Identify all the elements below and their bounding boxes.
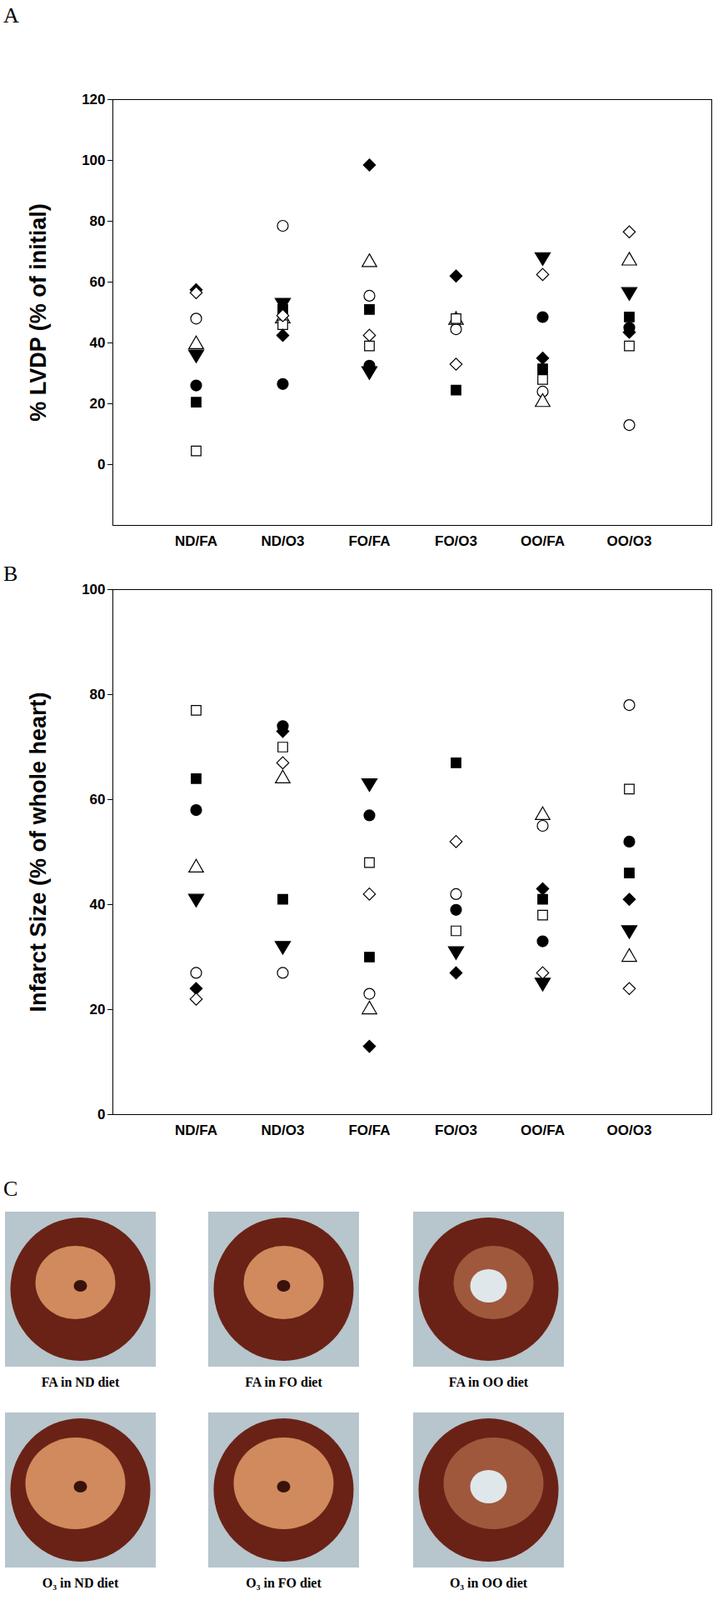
html-text:C: C (3, 1176, 18, 1201)
svg-text:OO/O3: OO/O3 (607, 533, 653, 549)
svg-text:20: 20 (89, 395, 106, 412)
html-text:A: A (3, 3, 19, 28)
svg-text:O₃ in OO diet: O₃ in OO diet (449, 1575, 529, 1590)
svg-text:100: 100 (81, 581, 105, 598)
svg-text:FO/O3: FO/O3 (434, 533, 478, 549)
svg-text:120: 120 (81, 91, 105, 108)
svg-text:FA in FO diet: FA in FO diet (244, 1374, 323, 1389)
svg-text:80: 80 (89, 213, 106, 230)
svg-text:ND/O3: ND/O3 (261, 533, 305, 549)
svg-text:FA in ND diet: FA in ND diet (41, 1374, 120, 1389)
svg-text:% LVDP (% of initial): % LVDP (% of initial) (25, 203, 51, 422)
svg-text:ND/FA: ND/FA (174, 1121, 218, 1138)
svg-text:OO/O3: OO/O3 (607, 1121, 653, 1138)
svg-text:FO/FA: FO/FA (348, 533, 390, 549)
svg-text:80: 80 (89, 686, 106, 703)
svg-text:100: 100 (81, 152, 105, 169)
svg-text:ND/FA: ND/FA (174, 533, 218, 549)
svg-text:O₃ in ND diet: O₃ in ND diet (42, 1575, 120, 1590)
svg-text:FO/FA: FO/FA (348, 1121, 390, 1138)
svg-text:FO/O3: FO/O3 (434, 1121, 478, 1138)
svg-text:0: 0 (97, 456, 105, 473)
svg-text:0: 0 (97, 1106, 105, 1122)
svg-text:O₃ in FO diet: O₃ in FO diet (245, 1575, 322, 1590)
svg-text:FA in OO diet: FA in OO diet (448, 1374, 529, 1389)
svg-text:40: 40 (89, 896, 106, 913)
svg-text:60: 60 (89, 791, 106, 808)
svg-text:40: 40 (89, 334, 106, 351)
svg-text:20: 20 (89, 1001, 106, 1018)
svg-text:60: 60 (89, 274, 106, 290)
html-text:B: B (3, 561, 18, 586)
svg-text:Infarct Size (% of whole heart: Infarct Size (% of whole heart) (25, 691, 51, 1012)
svg-text:ND/O3: ND/O3 (261, 1121, 305, 1138)
svg-text:OO/FA: OO/FA (520, 1121, 565, 1138)
svg-text:OO/FA: OO/FA (520, 533, 565, 549)
